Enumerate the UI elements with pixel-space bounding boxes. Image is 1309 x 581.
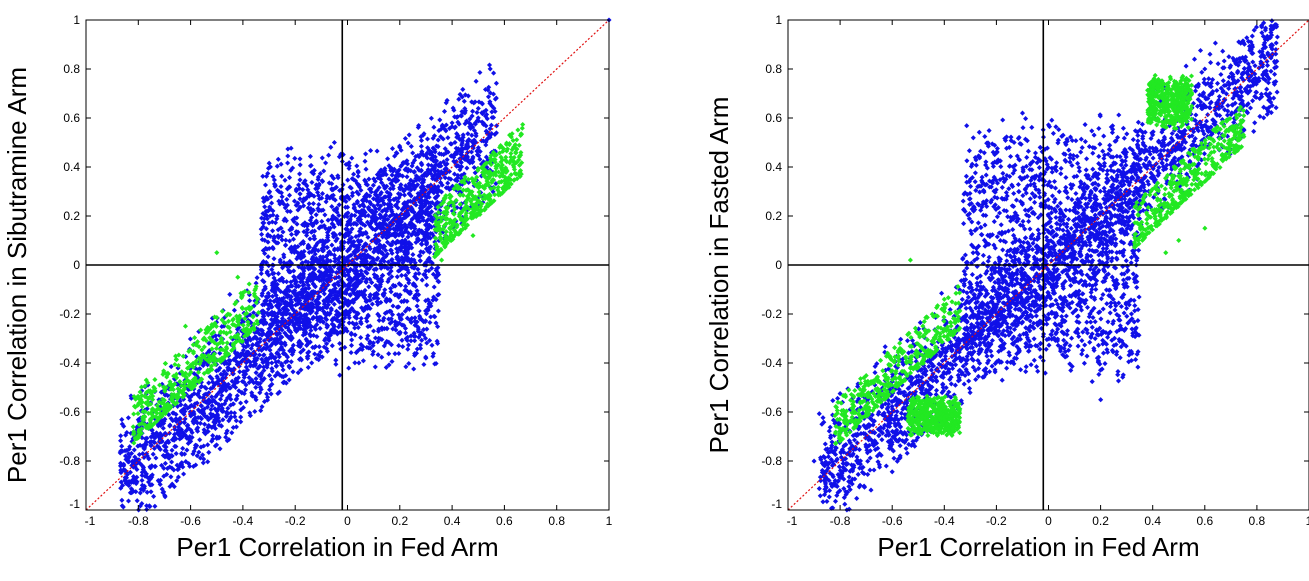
data-point [194,453,200,459]
data-point [151,445,157,452]
data-point [329,242,335,248]
data-point [219,392,225,399]
data-point [234,326,241,332]
data-point [261,367,267,374]
data-point [201,406,207,412]
data-point [464,165,470,171]
data-point [295,243,301,250]
data-point [162,494,168,500]
data-point [235,375,241,381]
chart-left: -1 -0.8 -0.6 -0.4 -0.2 0 0.2 0.4 0.6 0.8 1 -1 -0.8 -0… [0,0,640,581]
data-point [198,384,204,390]
data-point [366,284,372,290]
data-point [256,352,263,358]
data-point [268,391,274,397]
y-tick-label: 0.6 [63,111,80,125]
y-tick-label: 0.2 [63,209,80,223]
data-point [366,176,372,182]
x-tick-label: 0.4 [444,514,461,528]
scatter-plot-fasted-vs-fed: -1-0.8-0.6-0.4-0.200.20.40.60.81-1-0.8-0… [704,13,1309,562]
chart-right: -1-0.8-0.6-0.4-0.200.20.40.60.81-1-0.8-0… [700,0,1309,581]
data-point [401,192,408,198]
y-tick-label: -0.2 [59,307,80,321]
data-point [199,403,205,409]
x-tick-label: 0 [344,514,351,528]
data-point [168,474,174,480]
data-point [223,434,229,440]
data-point [389,274,395,280]
y-tick-label: 0 [73,258,80,272]
data-point [269,360,275,366]
data-point [229,430,235,436]
x-tick-label: 0.2 [391,514,408,528]
x-tick-label: 1 [606,514,613,528]
data-point [317,325,323,331]
data-point [210,433,216,439]
data-point [238,419,244,425]
data-point [209,394,215,400]
x-tick-label: -0.2 [285,514,306,528]
data-point [152,439,158,445]
data-point [187,397,193,403]
data-point [288,359,294,365]
data-point [197,437,203,443]
x-tick-label: -0.6 [180,514,201,528]
y-tick-label: -0.6 [59,405,80,419]
data-point [184,447,190,453]
data-point [160,425,166,431]
data-point [406,132,412,138]
y-tick-label: -0.8 [59,454,80,468]
data-point [367,276,373,282]
data-point [275,286,281,292]
x-tick-label: -0.8 [128,514,149,528]
x-axis-title: Per1 Correlation in Fed Arm [176,532,498,562]
data-point [237,369,243,375]
x-tick-label: -1 [85,514,96,528]
data-point [118,433,124,439]
data-point [405,234,411,240]
data-point [259,356,265,362]
data-point [418,143,424,149]
data-point [217,446,223,452]
data-point [162,460,168,466]
x-tick-label: 0.6 [496,514,513,528]
y-tick-label: -0.4 [59,356,80,370]
data-point [157,430,163,437]
y-tick-label: 0.4 [63,160,80,174]
y-axis-title: Per1 Correlation in Sibutramine Arm [2,67,32,483]
data-point [282,340,288,346]
data-point [418,137,425,144]
y-tick-label: 0.8 [63,62,80,76]
data-point [125,415,131,421]
data-point [214,373,220,380]
data-point [491,70,497,76]
y-tick-label: 1 [73,13,80,27]
data-point [243,399,249,405]
data-point [266,387,273,393]
x-tick-label: -0.4 [233,514,254,528]
data-point [174,478,180,484]
data-point [141,454,147,461]
y-tick-label: -1 [69,497,80,511]
x-tick-label: 0.8 [548,514,565,528]
data-point [224,428,230,434]
data-point [411,169,417,175]
data-point [253,280,259,286]
data-point [447,125,453,131]
data-point [309,360,315,366]
scatter-plot-sibutramine-vs-fed: -1 -0.8 -0.6 -0.4 -0.2 0 0.2 0.4 0.6 0.8 1 -1 -0.8 -0… [2,13,613,562]
